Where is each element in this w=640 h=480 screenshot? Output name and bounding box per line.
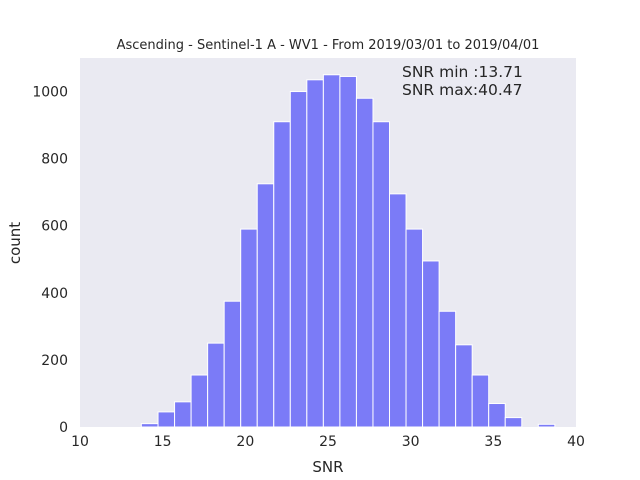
histogram-bar-18	[438, 310, 457, 428]
histogram-bar-19	[455, 344, 473, 428]
histogram-bar-5	[223, 300, 242, 428]
histogram-bar-17	[422, 260, 440, 428]
histogram-bar-21	[488, 403, 506, 428]
histogram-bar-1	[157, 411, 176, 428]
x-tick-label-0: 10	[71, 434, 89, 450]
y-axis-ticks: 0 200 400 600 800 1000	[32, 85, 68, 436]
y-axis-label: count	[6, 222, 24, 264]
y-tick-label-5: 1000	[32, 85, 68, 101]
y-tick-label-1: 200	[41, 353, 68, 369]
histogram-bar-20	[471, 374, 490, 428]
y-tick-label-2: 400	[41, 286, 68, 302]
histogram-bar-11	[322, 74, 341, 428]
histogram-bar-8	[273, 121, 291, 428]
histogram-bar-22	[504, 417, 523, 428]
histogram-bar-14	[372, 121, 391, 428]
histogram-bar-10	[306, 79, 324, 428]
histogram-bar-4	[207, 342, 225, 428]
histogram-bar-24	[537, 423, 556, 428]
histogram-bar-9	[289, 91, 308, 428]
y-tick-label-0: 0	[59, 420, 68, 436]
x-tick-label-3: 25	[319, 434, 337, 450]
annotation-snr-min: SNR min :13.71	[402, 63, 523, 81]
annotation-snr-max: SNR max:40.47	[402, 81, 523, 99]
histogram-bar-0	[140, 423, 159, 428]
x-tick-label-4: 30	[402, 434, 420, 450]
histogram-bar-7	[256, 183, 275, 428]
x-axis-label: SNR	[312, 458, 343, 476]
histogram-bar-15	[389, 193, 407, 428]
histogram-bar-12	[339, 75, 357, 428]
histogram-bar-2	[174, 401, 192, 428]
histogram-bar-13	[355, 97, 374, 428]
x-tick-label-2: 20	[236, 434, 254, 450]
chart-title: Ascending - Sentinel-1 A - WV1 - From 20…	[117, 38, 540, 53]
histogram-bar-6	[240, 228, 258, 428]
y-tick-label-4: 800	[41, 152, 68, 168]
y-tick-label-3: 600	[41, 219, 68, 235]
x-axis-ticks: 10 15 20 25 30 35 40	[71, 434, 585, 450]
bars-group	[140, 74, 556, 428]
histogram-bar-3	[190, 374, 209, 428]
x-tick-label-5: 35	[484, 434, 502, 450]
x-tick-label-1: 15	[154, 434, 172, 450]
x-tick-label-6: 40	[567, 434, 585, 450]
histogram-bar-16	[405, 228, 424, 428]
